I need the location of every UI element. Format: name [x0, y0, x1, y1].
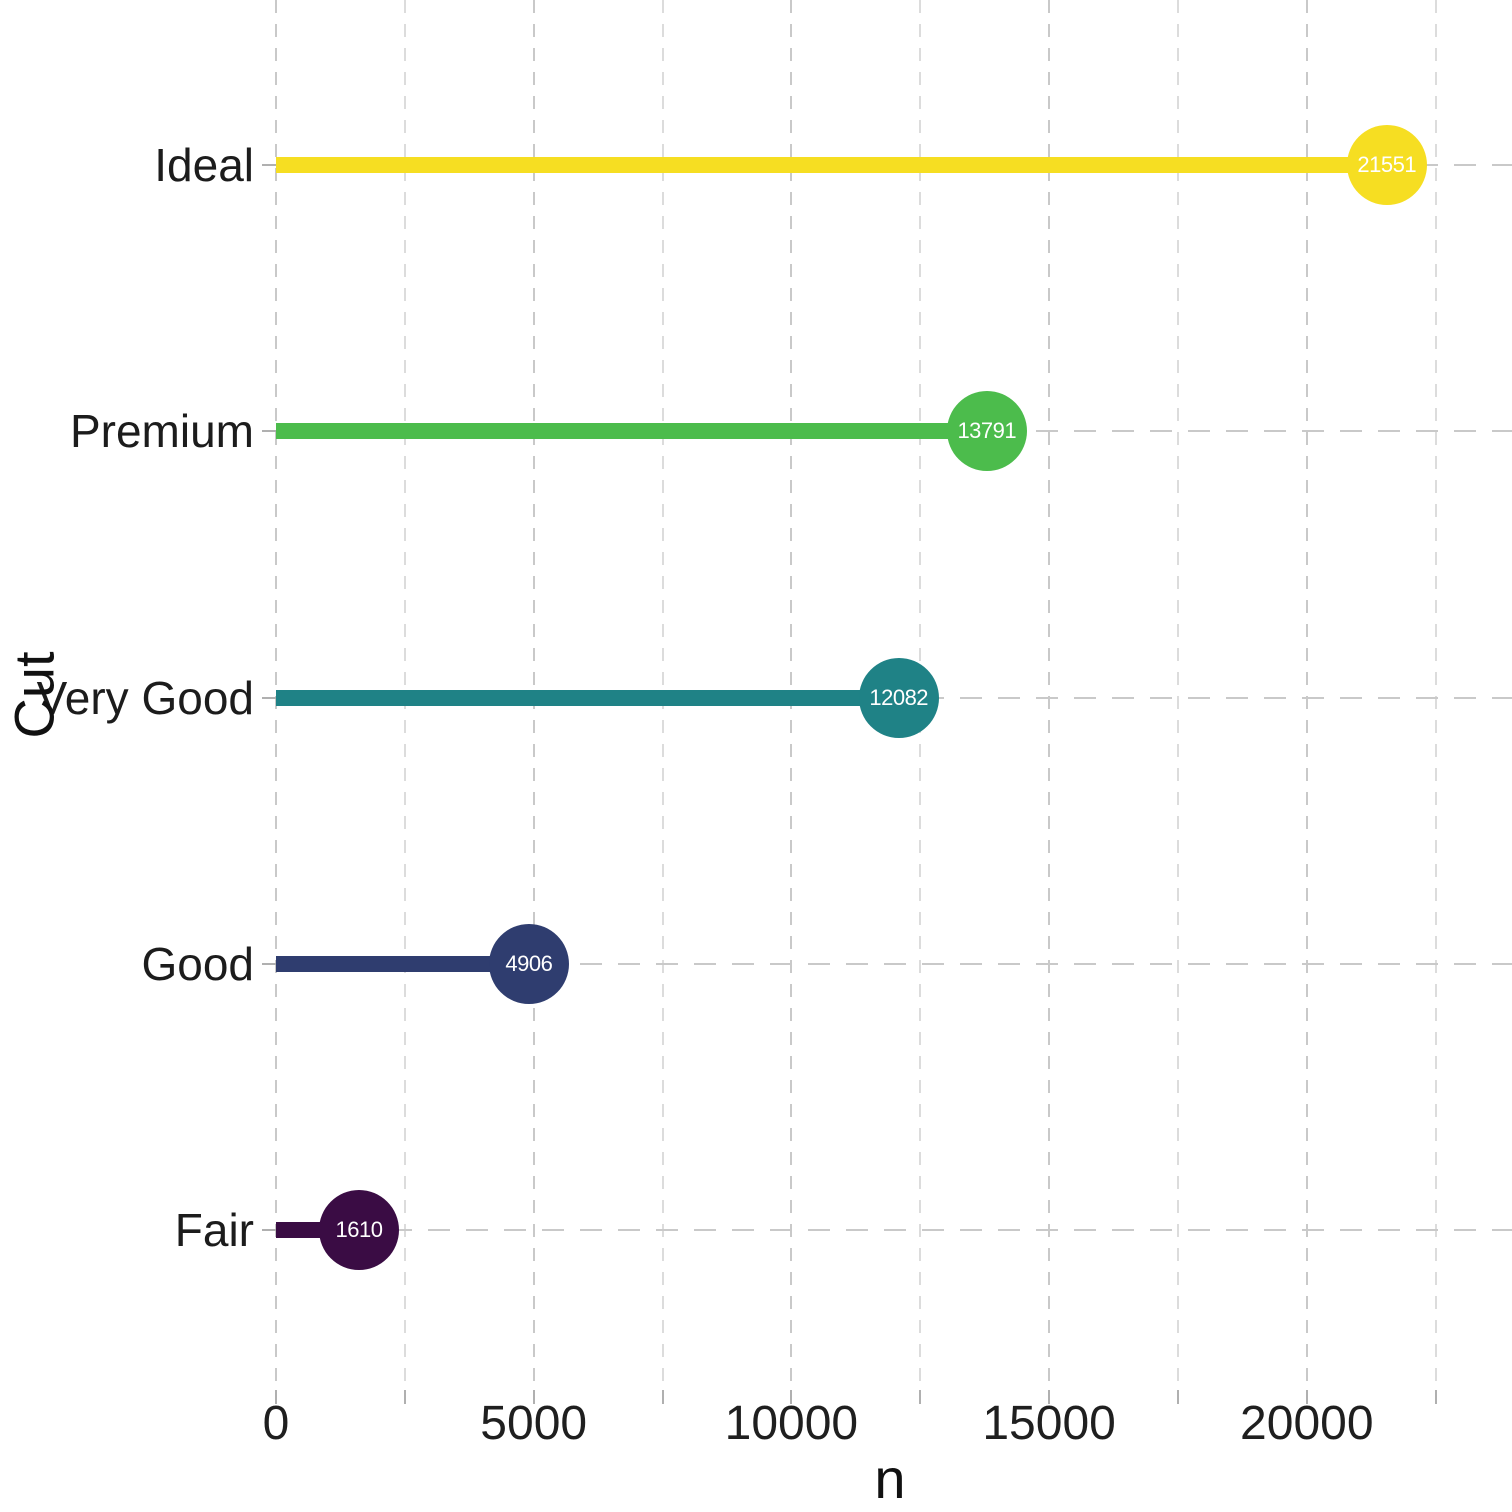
y-axis-tick [262, 696, 276, 699]
lollipop-dot: 21551 [1346, 125, 1427, 205]
category-label: Good [141, 937, 254, 990]
y-axis-tick [262, 1229, 276, 1231]
x-tick-label: 0 [262, 1397, 290, 1450]
x-gridline-minor [1434, 0, 1437, 1390]
y-gridline [276, 1229, 1512, 1231]
x-axis-tick [661, 1390, 664, 1404]
x-tick-label: 15000 [982, 1397, 1116, 1450]
category-label: Very Good [36, 671, 254, 724]
x-axis-tick [919, 1390, 922, 1404]
x-tick-label: 10000 [724, 1397, 859, 1450]
value-label: 21551 [1357, 152, 1417, 177]
x-axis-tick [275, 1390, 277, 1404]
x-axis-tick [1176, 1390, 1179, 1404]
x-gridline-major [1048, 0, 1051, 1390]
value-label: 1610 [335, 1217, 383, 1242]
x-gridline-minor [1176, 0, 1179, 1390]
x-axis-tick [403, 1390, 406, 1404]
lollipop-stick [276, 689, 899, 706]
x-axis-tick [1048, 1390, 1051, 1404]
category-label: Fair [174, 1204, 254, 1256]
x-axis-tick [1305, 1390, 1308, 1404]
lollipop-stick [276, 955, 529, 972]
x-axis-title: n [874, 1447, 906, 1510]
x-axis-tick [532, 1390, 535, 1404]
value-label: 12082 [869, 684, 929, 710]
x-axis-tick [790, 1390, 793, 1404]
y-gridline [276, 962, 1512, 965]
y-axis-tick [262, 164, 276, 166]
category-label: Premium [69, 405, 254, 458]
lollipop-dot: 13791 [946, 391, 1027, 472]
x-axis-tick [1434, 1390, 1437, 1404]
x-gridline-major [1305, 0, 1308, 1390]
lollipop-dot: 12082 [858, 657, 939, 738]
x-tick-label: 20000 [1240, 1397, 1374, 1450]
value-label: 4906 [505, 950, 553, 976]
lollipop-stick [276, 157, 1387, 173]
lollipop-stick [276, 423, 987, 440]
category-label: Ideal [154, 139, 254, 191]
y-axis-tick [262, 430, 276, 433]
value-label: 13791 [957, 418, 1017, 444]
x-tick-label: 5000 [480, 1397, 588, 1450]
y-axis-tick [262, 962, 276, 965]
y-axis-title: Cut [2, 651, 66, 739]
lollipop-dot: 1610 [318, 1190, 399, 1270]
lollipop-dot: 4906 [488, 923, 569, 1004]
